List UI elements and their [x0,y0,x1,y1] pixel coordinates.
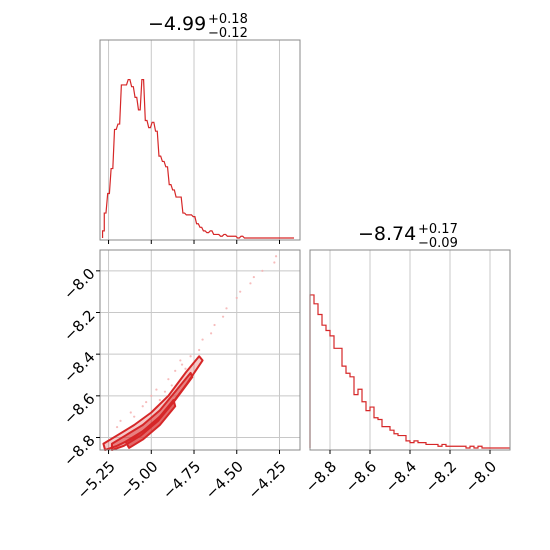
joint-panel: −5.25−5.00−4.75−4.50−4.25 −8.0−8.2−8.4−8… [60,249,301,503]
joint-y-tick-label: −8.2 [60,306,98,344]
joint-sample-point [179,359,182,362]
x-marginal-histogram [101,78,295,239]
joint-x-tick-labels: −5.25−5.00−4.75−4.50−4.25 [74,458,290,503]
joint-sample-point [235,296,238,300]
x-marginal-title-plus: +0.18 [208,12,248,27]
joint-sample-point [155,388,158,391]
joint-sample-point [184,367,187,370]
y-marginal-x-tick-labels: −8.8 −8.6 −8.4 −8.2 −8.0 [302,458,500,496]
x-marginal-title-minus: −0.12 [208,26,248,41]
joint-sample-point [163,390,167,393]
joint-sample-point [201,338,204,341]
joint-sample-point [145,400,148,404]
joint-contour-middle [110,371,194,451]
y-marginal-title: −8.74 [358,223,416,245]
joint-x-tick-label: −5.25 [74,458,119,503]
joint-y-tick-label: −8.8 [60,431,98,469]
x-marginal-frame [99,39,301,241]
joint-sample-point [150,394,153,397]
y-marginal-panel: −8.8 −8.6 −8.4 −8.2 −8.0 −8.74 +0.17 −0.09 [302,222,511,496]
joint-sample-point [261,269,264,272]
joint-sample-point [210,332,213,335]
joint-sample-point [167,378,170,381]
joint-frame [99,249,301,451]
y-marginal-title-plus: +0.17 [418,222,458,237]
joint-sample-point [273,261,276,264]
joint-sample-point [221,315,225,318]
joint-sample-point [170,384,173,387]
joint-contour-outer [102,355,204,451]
joint-x-tick-label: −4.25 [245,458,290,503]
joint-sample-point [213,323,216,327]
joint-sample-point [249,282,252,285]
x-marginal-grid [108,40,280,240]
joint-sample-point [198,348,201,352]
y-marginal-title-minus: −0.09 [418,236,458,251]
joint-contour-inner [124,399,177,449]
y-marginal-title-median: −8.74 [358,223,416,245]
x-marginal-title-median: −4.99 [148,13,206,35]
joint-contours [102,355,204,451]
y-marginal-x-tick-label: −8.0 [462,458,500,496]
joint-sample-point [174,369,177,372]
joint-sample-point [119,419,122,422]
y-marginal-x-tick-label: −8.8 [302,458,340,496]
joint-sample-point [115,425,119,429]
joint-sample-point [252,275,255,279]
x-marginal-ticks [108,240,280,244]
joint-sample-point [274,255,278,258]
joint-y-tick-label: −8.6 [60,390,98,428]
joint-sample-point [129,411,132,414]
y-marginal-grid [329,250,491,450]
y-marginal-x-tick-label: −8.6 [342,458,380,496]
y-marginal-histogram [309,294,510,449]
joint-samples [115,255,278,429]
y-marginal-x-tick-label: −8.2 [422,458,460,496]
y-marginal-x-tick-label: −8.4 [382,458,420,496]
joint-sample-point [189,355,192,358]
joint-sample-point [141,405,144,408]
joint-sample-point [133,415,136,418]
joint-ticks [96,270,280,454]
joint-sample-point [225,307,228,310]
joint-y-tick-labels: −8.0−8.2 −8.4 −8.6−8.8 [60,265,98,470]
joint-grid [100,250,300,450]
joint-sample-point [180,363,184,366]
joint-sample-point [239,290,242,293]
x-marginal-title: −4.99 [148,13,206,35]
joint-x-tick-label: −4.50 [202,458,247,503]
x-marginal-panel: −4.99 +0.18 −0.12 [99,12,301,244]
y-marginal-ticks [329,450,491,454]
joint-y-tick-label: −8.4 [60,348,98,386]
joint-sample-point [158,398,161,402]
joint-x-tick-label: −4.75 [159,458,204,503]
joint-x-tick-label: −5.00 [116,458,161,503]
joint-y-tick-label: −8.0 [60,265,98,303]
